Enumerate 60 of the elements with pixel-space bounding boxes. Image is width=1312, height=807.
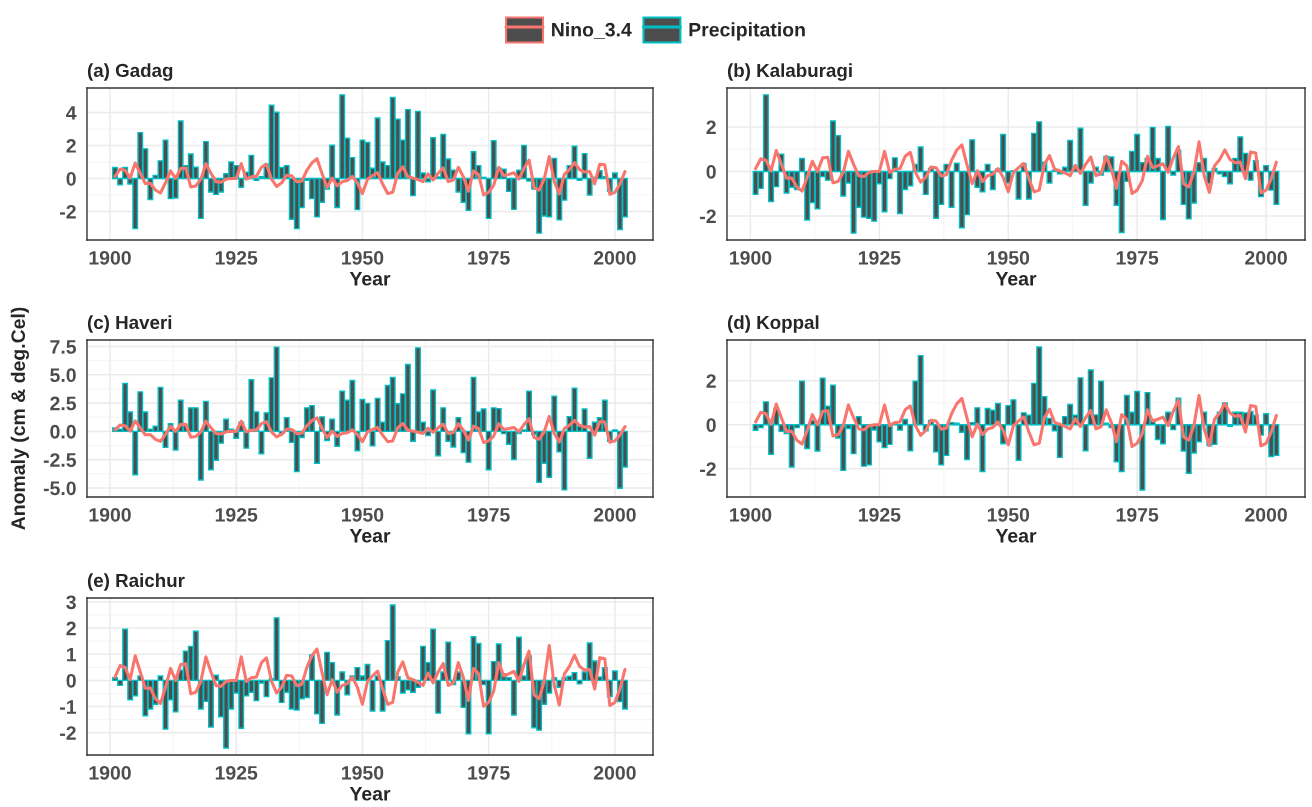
y-tick-label: -2 xyxy=(700,209,716,224)
y-tick-label: 2 xyxy=(706,120,716,134)
x-tick-label: 1950 xyxy=(987,250,1030,265)
y-tick-label: 3 xyxy=(66,595,76,610)
x-axis-title: Year xyxy=(349,787,391,801)
y-tick-label: 0 xyxy=(66,673,76,688)
y-tick-label: 2 xyxy=(66,139,76,153)
x-tick-label: 1900 xyxy=(89,250,131,265)
y-tick-label: 0 xyxy=(66,171,76,186)
x-tick-label: 1950 xyxy=(342,507,384,522)
y-axis-title: Anomaly (cm & deg.Cel) xyxy=(10,307,29,530)
y-tick-label: -2 xyxy=(60,204,76,219)
x-tick-label: 1900 xyxy=(730,250,772,265)
chart-title: (d) Koppal xyxy=(727,315,819,333)
x-tick-label: 2000 xyxy=(593,250,636,265)
x-tick-label: 1975 xyxy=(1116,507,1159,522)
y-tick-label: 0.0 xyxy=(50,424,76,439)
y-tick-label: 2 xyxy=(706,374,716,388)
y-tick-label: -2 xyxy=(60,726,76,740)
chart-title: (e) Raichur xyxy=(87,573,185,591)
x-tick-label: 1950 xyxy=(987,507,1030,522)
chart-title: (c) Haveri xyxy=(87,315,172,333)
x-axis-title: Year xyxy=(349,529,391,543)
chart-title: (a) Gadag xyxy=(87,63,173,81)
x-tick-label: 2000 xyxy=(1245,507,1287,522)
legend-label: Nino_3.4 xyxy=(552,22,632,39)
x-tick-label: 1975 xyxy=(1116,250,1159,265)
y-tick-label: -2 xyxy=(700,462,716,476)
x-axis-title: Year xyxy=(995,529,1037,543)
x-tick-label: 2000 xyxy=(593,765,636,780)
y-tick-label: -5.0 xyxy=(43,481,76,496)
x-tick-label: 1975 xyxy=(468,507,510,522)
y-tick-label: 1 xyxy=(66,647,77,662)
legend-label: Precipitation xyxy=(689,22,805,41)
chart-title: (b) Kalaburagi xyxy=(727,63,852,81)
x-tick-label: 1925 xyxy=(215,765,258,780)
y-tick-label: -2.5 xyxy=(43,453,77,467)
y-tick-label: -1 xyxy=(60,700,77,714)
x-tick-label: 1900 xyxy=(89,507,131,522)
x-tick-label: 1975 xyxy=(468,765,510,780)
x-tick-label: 1950 xyxy=(342,765,384,780)
x-axis-title: Year xyxy=(349,272,391,286)
x-tick-label: 1900 xyxy=(89,765,131,780)
x-tick-label: 1975 xyxy=(468,250,510,265)
x-tick-label: 1925 xyxy=(858,250,901,265)
y-tick-label: 2.5 xyxy=(50,396,77,411)
x-axis-title: Year xyxy=(995,272,1037,286)
y-tick-label: 4 xyxy=(66,106,77,120)
x-tick-label: 2000 xyxy=(1245,250,1287,265)
y-tick-label: 5.0 xyxy=(50,368,76,383)
y-tick-label: 2 xyxy=(66,621,76,636)
x-tick-label: 1925 xyxy=(215,507,258,522)
x-tick-label: 1925 xyxy=(215,250,258,265)
x-tick-label: 1925 xyxy=(858,507,901,522)
x-tick-label: 1900 xyxy=(730,507,772,522)
x-tick-label: 2000 xyxy=(593,507,636,522)
y-tick-label: 7.5 xyxy=(50,340,77,354)
y-tick-label: 0 xyxy=(706,418,716,433)
x-tick-label: 1950 xyxy=(342,250,384,265)
y-tick-label: 0 xyxy=(706,164,716,179)
